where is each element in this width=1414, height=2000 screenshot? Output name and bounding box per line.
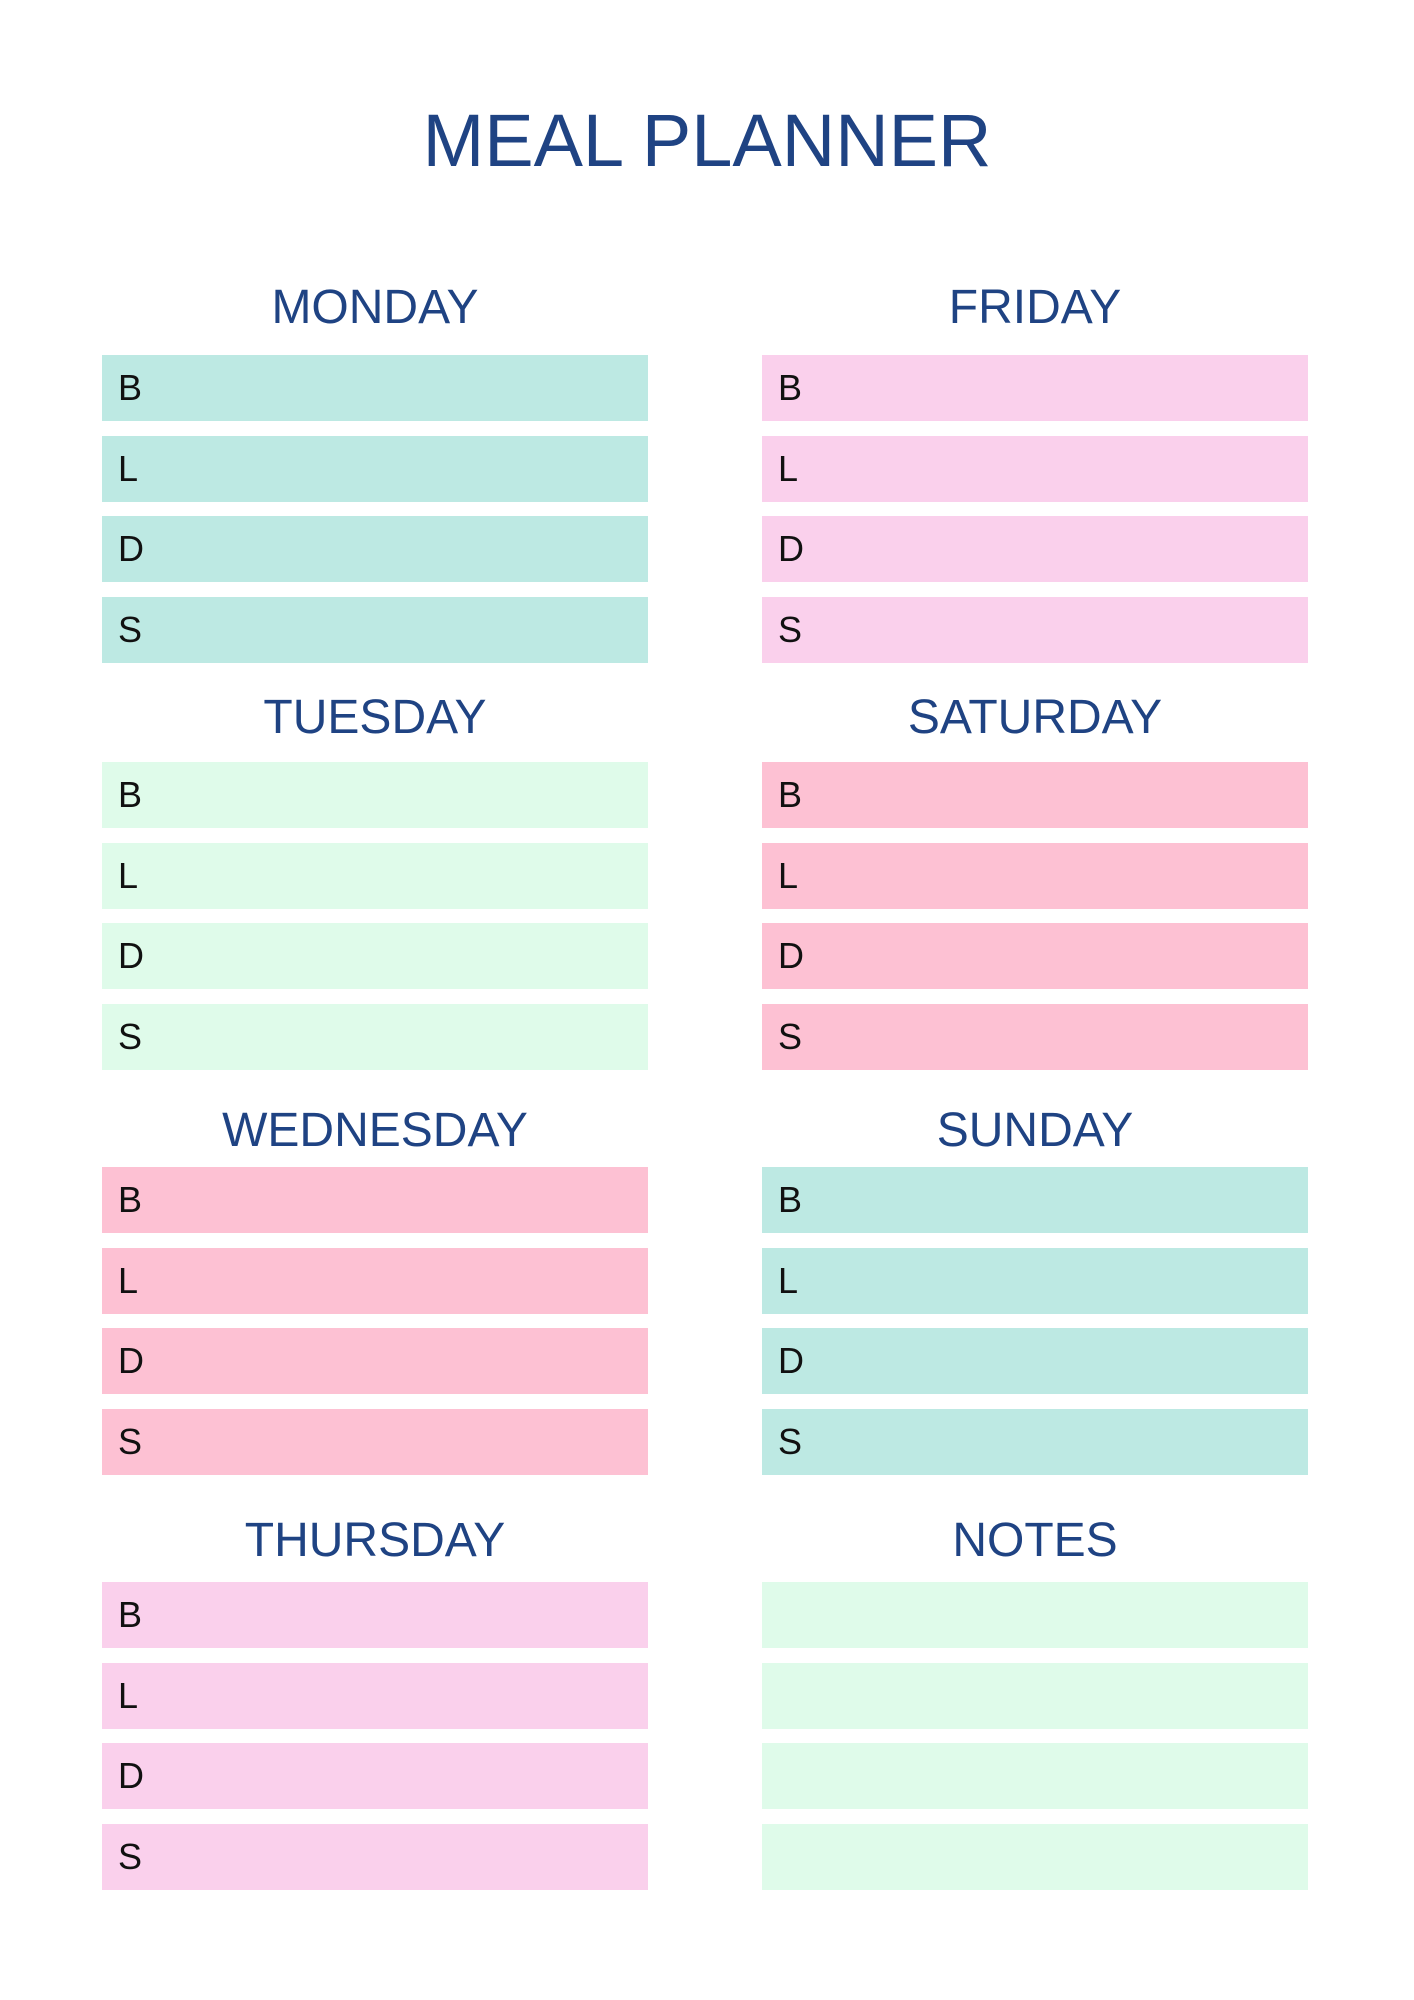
meal-label: S [118, 1015, 143, 1057]
meal-row: S [102, 1823, 648, 1890]
meal-row: L [762, 435, 1308, 502]
meal-label: B [778, 367, 803, 408]
day-heading: THURSDAY [244, 1514, 506, 1567]
meal-row: S [762, 1003, 1308, 1070]
meal-label: D [118, 1340, 144, 1382]
notes-heading: NOTES [952, 1514, 1118, 1567]
day-heading: TUESDAY [263, 691, 487, 744]
meal-label: L [118, 447, 139, 489]
notes-row [762, 1582, 1308, 1648]
meal-row: B [102, 762, 648, 828]
page-title: MEAL PLANNER [422, 99, 992, 182]
meal-label: L [778, 854, 799, 896]
meal-row: S [102, 1408, 648, 1475]
meal-label: D [118, 935, 144, 977]
meal-row: B [762, 762, 1308, 828]
meal-row: D [102, 1743, 648, 1810]
day-heading: SATURDAY [907, 691, 1163, 744]
meal-row: L [762, 1247, 1308, 1314]
meal-label: B [118, 1179, 143, 1220]
meal-label: S [118, 608, 143, 650]
meal-label: D [778, 1340, 804, 1382]
meal-row: D [102, 1328, 648, 1395]
meal-row: L [102, 1662, 648, 1729]
meal-label: L [118, 1259, 139, 1301]
meal-row: S [762, 596, 1308, 663]
day-heading: MONDAY [271, 281, 479, 334]
meal-row: B [762, 355, 1308, 421]
meal-row: B [102, 1167, 648, 1233]
meal-label: S [118, 1420, 143, 1462]
meal-row: B [762, 1167, 1308, 1233]
meal-row: D [762, 923, 1308, 990]
day-heading: FRIDAY [948, 281, 1122, 334]
meal-row: D [762, 516, 1308, 583]
day-heading: WEDNESDAY [222, 1104, 528, 1157]
notes-row [762, 1743, 1308, 1810]
meal-row: B [102, 1582, 648, 1648]
meal-label: B [118, 1594, 143, 1635]
meal-label: S [778, 1420, 803, 1462]
notes-row [762, 1823, 1308, 1890]
meal-label: S [778, 1015, 803, 1057]
meal-label: S [118, 1835, 143, 1877]
meal-label: L [118, 854, 139, 896]
meal-label: S [778, 608, 803, 650]
meal-row: S [102, 1003, 648, 1070]
meal-row: B [102, 355, 648, 421]
meal-row: L [102, 1247, 648, 1314]
meal-row: L [102, 842, 648, 909]
meal-label: D [118, 528, 144, 570]
meal-row: L [762, 842, 1308, 909]
meal-row: D [102, 516, 648, 583]
meal-label: B [118, 367, 143, 408]
meal-label: L [118, 1674, 139, 1716]
meal-row: S [762, 1408, 1308, 1475]
meal-row: S [102, 596, 648, 663]
meal-label: D [118, 1755, 144, 1797]
meal-label: B [778, 1179, 803, 1220]
meal-label: B [778, 774, 803, 815]
meal-row: D [102, 923, 648, 990]
meal-label: L [778, 1259, 799, 1301]
day-heading: SUNDAY [936, 1104, 1134, 1157]
meal-label: L [778, 447, 799, 489]
notes-row [762, 1662, 1308, 1729]
meal-row: D [762, 1328, 1308, 1395]
meal-label: D [778, 528, 804, 570]
meal-label: D [778, 935, 804, 977]
meal-row: L [102, 435, 648, 502]
meal-label: B [118, 774, 143, 815]
